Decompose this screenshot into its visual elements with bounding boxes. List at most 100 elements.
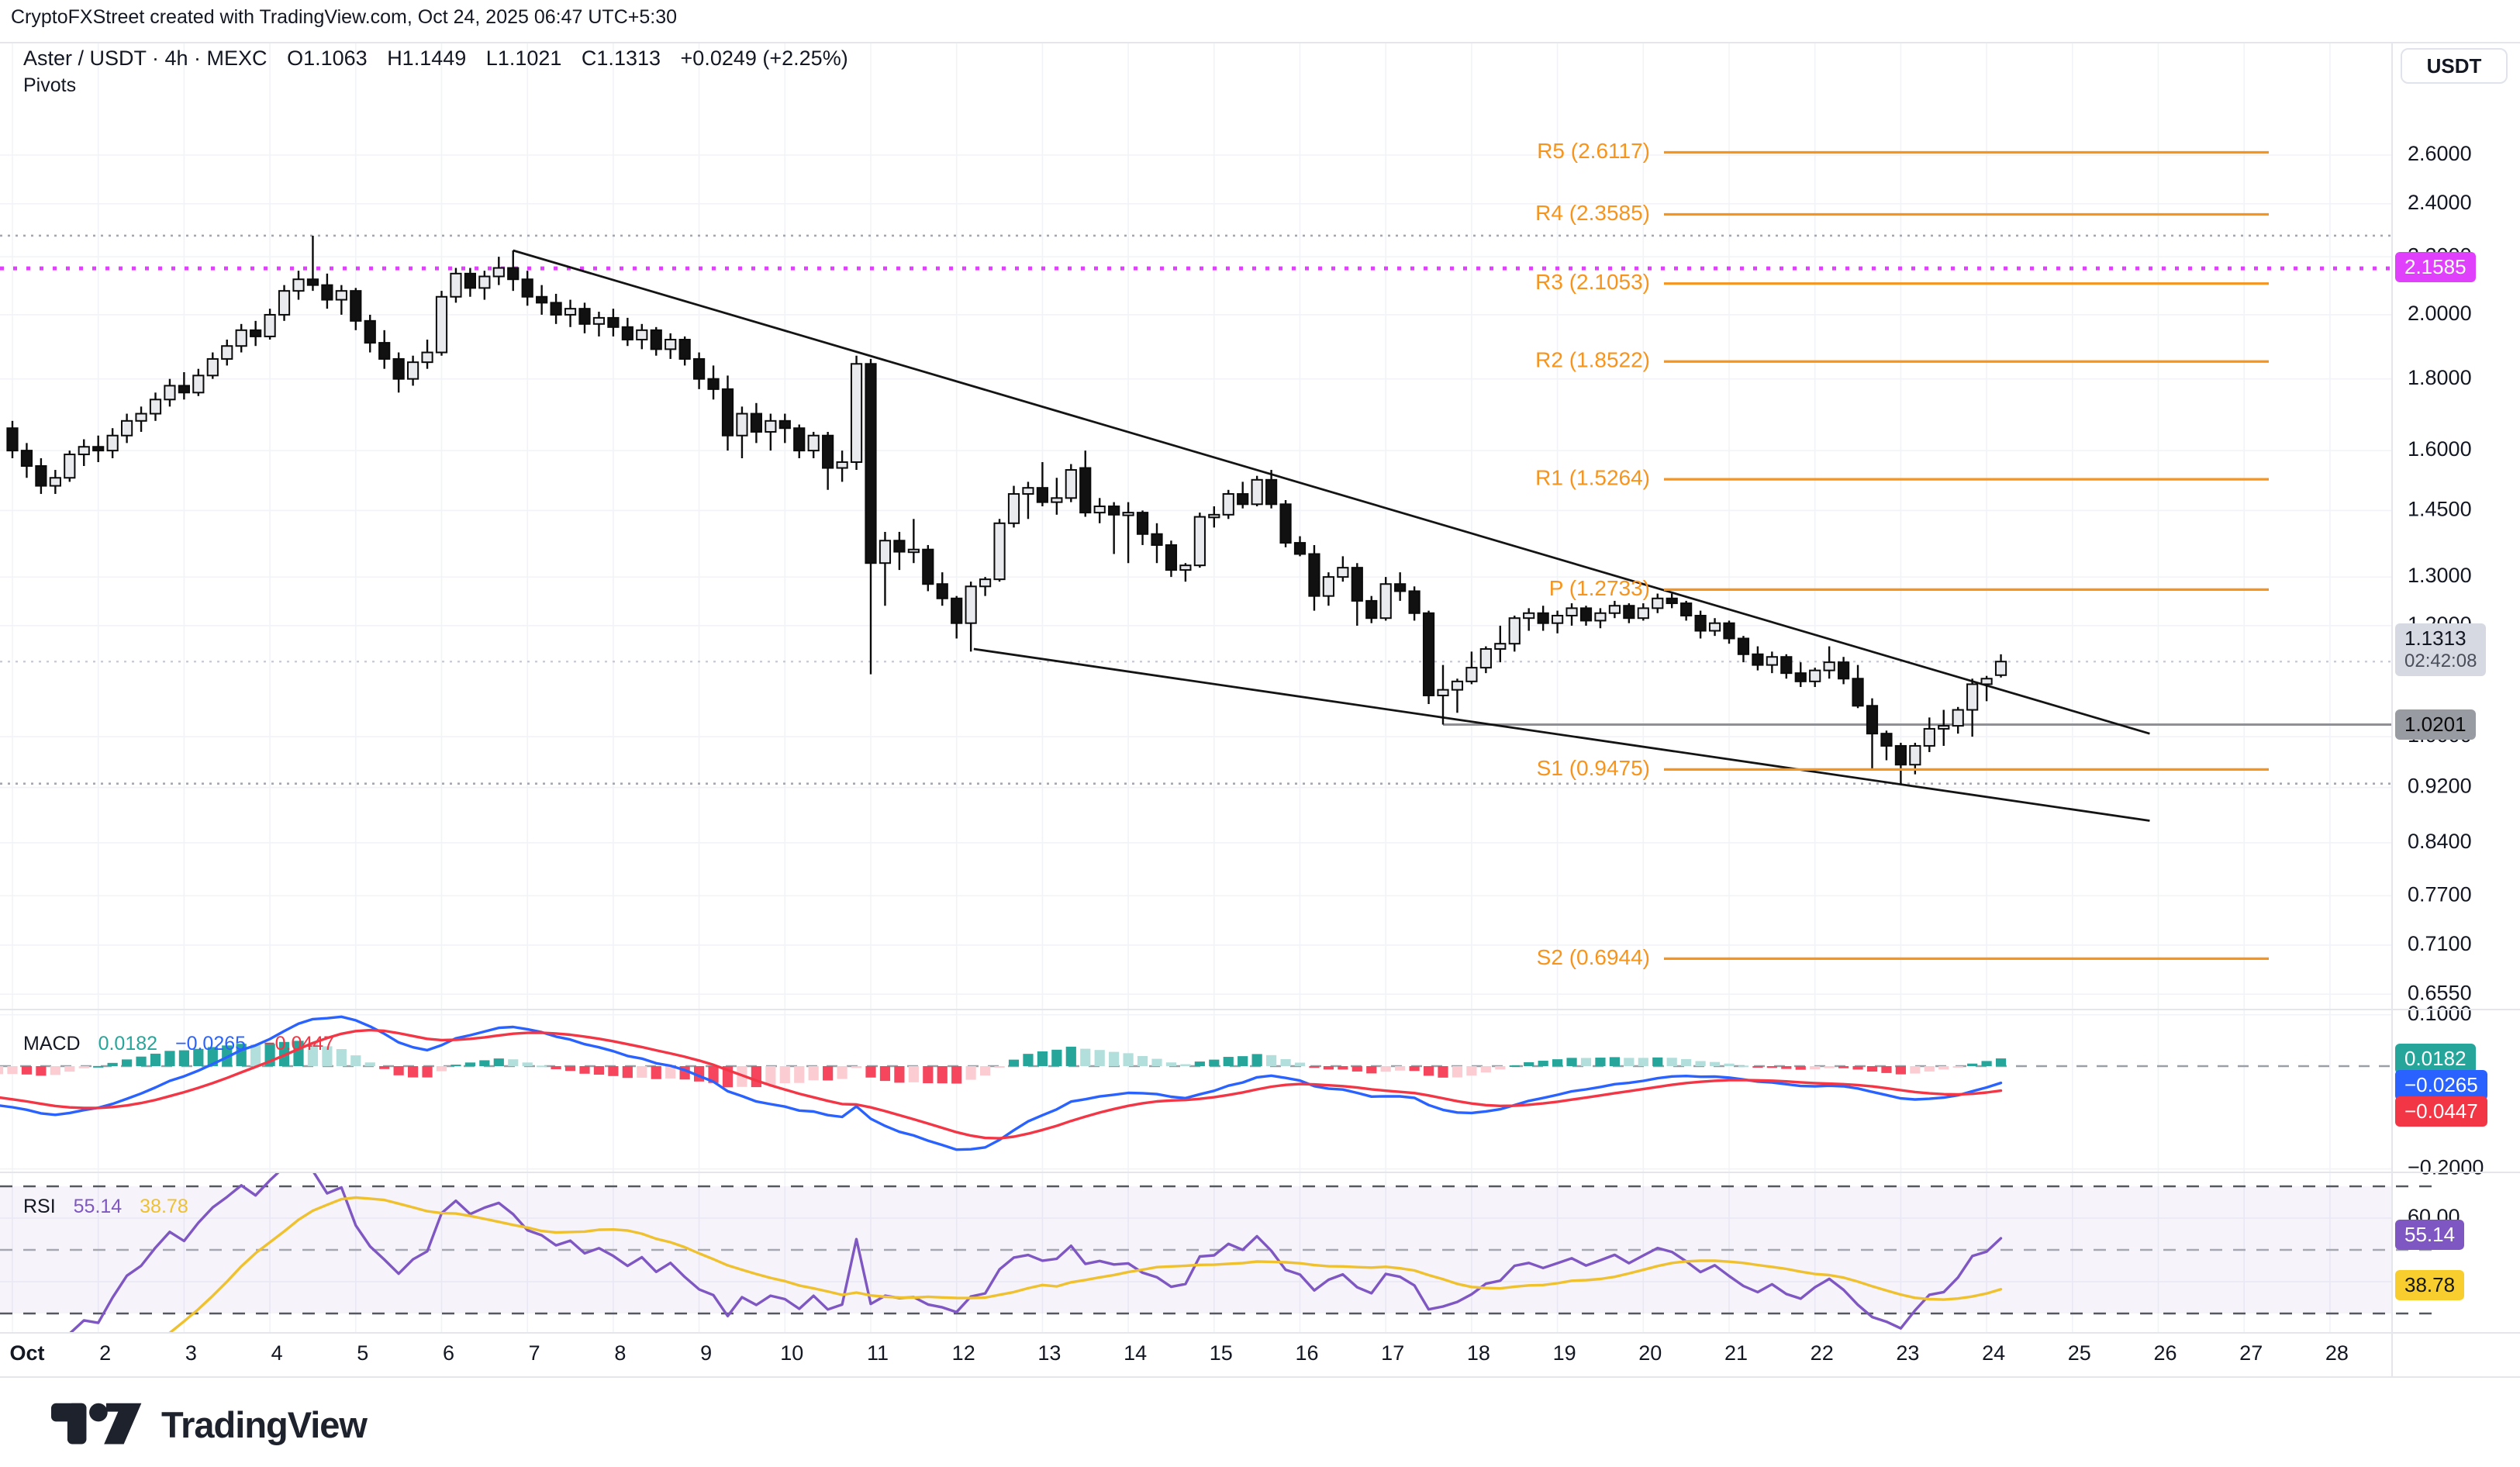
candle-up — [192, 375, 205, 394]
candle-down — [951, 597, 963, 624]
candle-down — [1079, 467, 1092, 514]
macd-hist-bar — [837, 1066, 847, 1079]
macd-hist-bar — [865, 1066, 876, 1078]
ohlc-high: H1.1449 — [387, 47, 467, 70]
time-axis-label: 25 — [2068, 1341, 2091, 1365]
candle-down — [550, 302, 562, 316]
time-axis-label: 11 — [867, 1341, 889, 1365]
candle-up — [907, 548, 920, 554]
macd-label[interactable]: MACD — [23, 1033, 81, 1055]
candle-up — [135, 412, 147, 422]
price-tick-label: 0.6550 — [2408, 981, 2472, 1004]
macd-hist-bar — [894, 1066, 905, 1083]
macd-hist-bar — [1008, 1059, 1020, 1066]
time-axis-label: 17 — [1381, 1341, 1404, 1365]
rsi-value-badge: 55.14 — [2395, 1220, 2465, 1250]
time-axis-label: 13 — [1037, 1341, 1061, 1365]
time-axis-label: 26 — [2153, 1341, 2177, 1365]
candle-up — [407, 361, 419, 380]
macd-hist-bar — [1838, 1066, 1849, 1068]
candle-down — [693, 357, 706, 380]
macd-hist-bar — [908, 1066, 919, 1082]
candle-down — [1780, 656, 1793, 675]
candle-up — [564, 308, 577, 316]
candle-up — [1523, 612, 1535, 620]
macd-hist-bar — [1194, 1061, 1205, 1066]
gray-level-badge: 1.0201 — [2395, 709, 2476, 740]
rsi-layer[interactable] — [0, 1162, 2003, 1404]
candle-up — [492, 267, 505, 278]
macd-hist-bar — [823, 1066, 834, 1081]
candle-up — [264, 313, 276, 337]
pivot-label: R4 (2.3585) — [1535, 201, 1650, 225]
macd-hist-bar — [522, 1062, 533, 1066]
ohlc-close: C1.1313 — [581, 47, 661, 70]
rsi-value: 55.14 — [73, 1196, 123, 1217]
macd-hist-bar — [980, 1066, 991, 1076]
macd-hist-bar — [1866, 1066, 1878, 1072]
candle-down — [893, 540, 906, 553]
macd-hist-bar — [951, 1066, 962, 1084]
bar-countdown: 02:42:08 — [2404, 651, 2477, 672]
macd-hist-bar — [1209, 1059, 1220, 1066]
price-tick-label: 0.9200 — [2408, 775, 2472, 798]
candle-up — [1337, 567, 1349, 578]
macd-hist-bar — [1338, 1066, 1348, 1070]
macd-hist-bar — [322, 1046, 333, 1066]
candle-up — [421, 351, 433, 364]
time-axis-label: 6 — [443, 1341, 454, 1365]
macd-hist-bar — [1380, 1066, 1391, 1072]
currency-toggle-button[interactable]: USDT — [2401, 48, 2508, 84]
candle-up — [993, 522, 1006, 581]
price-tick-label: 1.8000 — [2408, 366, 2472, 389]
macd-line-badge: −0.0265 — [2395, 1070, 2487, 1100]
macd-hist-bar — [1309, 1066, 1320, 1068]
candle-up — [1007, 493, 1020, 524]
macd-tick-label: 0.1000 — [2408, 1002, 2472, 1025]
pivots-indicator-label[interactable]: Pivots — [23, 74, 77, 96]
candle-down — [707, 378, 720, 390]
macd-hist-bar — [178, 1050, 189, 1066]
rsi-label[interactable]: RSI — [23, 1196, 56, 1217]
candle-up — [1766, 656, 1778, 666]
candle-up — [235, 329, 247, 347]
macd-hist-bar — [1995, 1058, 2007, 1066]
macd-hist-bar — [479, 1060, 490, 1066]
macd-hist-bar — [1266, 1055, 1277, 1066]
macd-layer[interactable] — [0, 1015, 2007, 1151]
candle-down — [1737, 637, 1750, 655]
macd-hist-bar — [1895, 1066, 1906, 1075]
time-axis-label: 21 — [1724, 1341, 1748, 1365]
pivot-label: R2 (1.8522) — [1535, 348, 1650, 372]
candle-down — [1752, 653, 1764, 666]
macd-hist-bar — [21, 1066, 33, 1075]
macd-hist-bar — [965, 1066, 976, 1080]
macd-hist-bar — [579, 1066, 590, 1074]
macd-hist-bar — [422, 1066, 433, 1078]
rsi-ma-value: 38.78 — [140, 1196, 188, 1217]
candles-layer[interactable] — [6, 235, 2150, 822]
candle-down — [1365, 599, 1378, 620]
macd-hist-bar — [1094, 1050, 1105, 1066]
candle-down — [1136, 512, 1149, 535]
candle-up — [335, 290, 347, 301]
macd-hist-bar — [1938, 1066, 1949, 1070]
time-axis-label: 14 — [1124, 1341, 1147, 1365]
macd-hist-bar — [551, 1066, 561, 1069]
macd-hist-bar — [1051, 1049, 1062, 1066]
candle-down — [1308, 553, 1320, 597]
tradingview-logo[interactable]: TradingView — [51, 1402, 368, 1447]
macd-hist-bar — [593, 1066, 605, 1075]
candle-up — [1594, 612, 1607, 622]
candle-up — [164, 385, 176, 401]
macd-hist-bar — [1681, 1058, 1692, 1066]
symbol-title[interactable]: Aster / USDT · 4h · MEXC — [23, 47, 268, 70]
macd-hist-bar — [1109, 1051, 1120, 1066]
candle-down — [1838, 661, 1850, 680]
time-axis-label: 8 — [614, 1341, 626, 1365]
time-axis-label: 27 — [2239, 1341, 2263, 1365]
candle-up — [1508, 617, 1521, 645]
candle-down — [1852, 678, 1864, 707]
